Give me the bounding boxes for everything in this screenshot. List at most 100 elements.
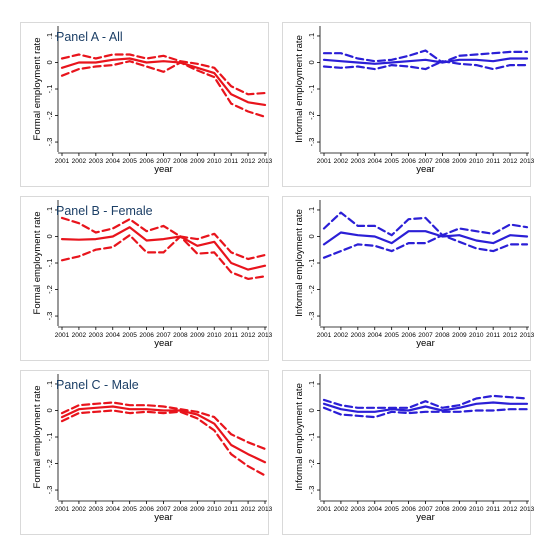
x-tick-label: 2007 — [156, 158, 171, 165]
x-tick-label: 2006 — [139, 332, 154, 339]
x-tick-label: 2007 — [418, 158, 433, 165]
ci-line-2 — [60, 401, 267, 451]
x-tick-label: 2003 — [89, 158, 104, 165]
panel-frame — [282, 22, 531, 187]
y-axis-label: Formal employment rate — [32, 38, 43, 141]
y-axis-label: Formal employment rate — [32, 212, 43, 315]
x-tick-label: 2005 — [122, 158, 137, 165]
y-tick-label: .1 — [307, 381, 316, 387]
panel-frame — [20, 22, 269, 187]
y-tick-label: -.3 — [45, 486, 54, 495]
x-tick-label: 2012 — [241, 332, 256, 339]
chart-panel-2: .1 0 -.1 -.2 -.3 2001 2002 2003 2004 2005 2006 2007… — [282, 22, 535, 187]
x-tick-label: 2007 — [418, 506, 433, 513]
ci-line-3 — [322, 406, 529, 419]
x-tick-label: 2011 — [486, 158, 500, 165]
x-tick-label: 2011 — [224, 332, 238, 339]
y-tick-label: -.3 — [45, 312, 54, 321]
x-tick-label: 2005 — [122, 506, 137, 513]
y-axis-label: Informal employment rate — [294, 383, 305, 491]
panel-frame — [20, 196, 269, 361]
y-tick-label: .1 — [45, 33, 54, 39]
x-tick-label: 2013 — [520, 158, 535, 165]
x-tick-label: 2010 — [469, 158, 484, 165]
x-tick-label: 2001 — [55, 506, 70, 513]
x-tick-label: 2008 — [435, 506, 450, 513]
x-tick-label: 2010 — [469, 506, 484, 513]
x-tick-label: 2012 — [503, 332, 518, 339]
ci-line-2 — [322, 211, 529, 237]
y-tick-label: -.1 — [307, 85, 316, 94]
y-tick-label: -.3 — [307, 312, 316, 321]
ci-line-3 — [322, 60, 529, 71]
x-tick-label: 2010 — [469, 332, 484, 339]
x-tick-label: 2009 — [190, 506, 205, 513]
estimate-line-1 — [322, 401, 529, 413]
x-tick-label: 2009 — [190, 158, 205, 165]
x-tick-label: 2003 — [89, 332, 104, 339]
x-tick-label: 2006 — [139, 158, 154, 165]
x-axis-label: year — [416, 164, 434, 175]
x-tick-label: 2003 — [351, 332, 366, 339]
x-tick-label: 2008 — [435, 332, 450, 339]
x-tick-label: 2011 — [224, 506, 238, 513]
x-tick-label: 2013 — [258, 158, 273, 165]
x-tick-label: 2012 — [503, 506, 518, 513]
estimate-line-1 — [60, 226, 267, 271]
x-tick-label: 2002 — [334, 158, 349, 165]
y-tick-label: .1 — [307, 33, 316, 39]
x-tick-label: 2010 — [207, 158, 222, 165]
x-tick-label: 2003 — [89, 506, 104, 513]
y-tick-label: -.2 — [307, 285, 316, 294]
x-tick-label: 2008 — [173, 506, 188, 513]
panel-title: Panel A - All — [56, 30, 123, 44]
x-tick-label: 2002 — [72, 506, 87, 513]
y-axis-label: Informal employment rate — [294, 35, 305, 143]
estimate-line-1 — [322, 57, 529, 65]
x-tick-label: 2011 — [486, 332, 500, 339]
y-tick-label: -.1 — [307, 433, 316, 442]
ci-line-3 — [60, 234, 267, 281]
x-tick-label: 2004 — [106, 158, 121, 165]
chart-panel-5: .1 0 -.1 -.2 -.3 2001 2002 2003 2004 2005 2006 2007… — [20, 370, 273, 535]
y-tick-label: -.1 — [45, 433, 54, 442]
x-tick-label: 2011 — [224, 158, 238, 165]
chart-panel-4: .1 0 -.1 -.2 -.3 2001 2002 2003 2004 2005 2006 2007… — [282, 196, 535, 361]
x-tick-label: 2012 — [241, 158, 256, 165]
x-tick-label: 2005 — [384, 506, 399, 513]
x-tick-label: 2006 — [139, 506, 154, 513]
x-axis-label: year — [154, 164, 172, 175]
x-tick-label: 2001 — [317, 506, 332, 513]
y-tick-label: 0 — [45, 60, 54, 64]
y-tick-label: -.2 — [45, 459, 54, 468]
chart-panel-3: .1 0 -.1 -.2 -.3 2001 2002 2003 2004 2005 2006 2007… — [20, 196, 273, 361]
x-axis-label: year — [154, 338, 172, 349]
panel-frame — [282, 370, 531, 535]
ci-line-2 — [322, 394, 529, 409]
x-tick-label: 2004 — [106, 332, 121, 339]
ci-line-3 — [60, 60, 267, 118]
panel-title: Panel B - Female — [56, 204, 153, 218]
x-tick-label: 2001 — [55, 158, 70, 165]
y-tick-label: 0 — [307, 60, 316, 64]
x-axis-label: year — [416, 512, 434, 523]
x-axis-label: year — [416, 338, 434, 349]
panel-frame — [282, 196, 531, 361]
x-tick-label: 2012 — [503, 158, 518, 165]
estimate-line-1 — [60, 57, 267, 107]
panel-frame — [20, 370, 269, 535]
y-tick-label: 0 — [45, 234, 54, 238]
y-tick-label: .1 — [45, 207, 54, 213]
x-tick-label: 2013 — [258, 506, 273, 513]
y-tick-label: -.2 — [307, 111, 316, 120]
x-tick-label: 2009 — [190, 332, 205, 339]
x-tick-label: 2006 — [401, 506, 416, 513]
x-tick-label: 2004 — [368, 332, 383, 339]
ci-line-2 — [60, 216, 267, 261]
panel-title: Panel C - Male — [56, 378, 139, 392]
x-tick-label: 2006 — [401, 158, 416, 165]
x-tick-label: 2007 — [156, 332, 171, 339]
y-tick-label: -.3 — [307, 486, 316, 495]
x-tick-label: 2005 — [122, 332, 137, 339]
